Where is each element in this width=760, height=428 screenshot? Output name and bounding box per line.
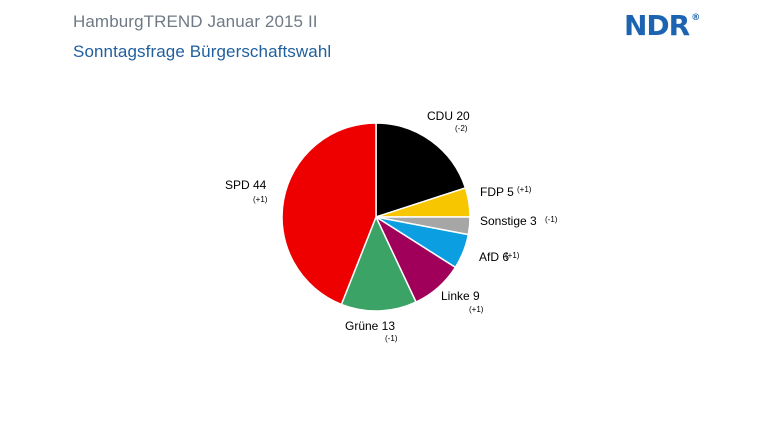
logo-text: NDR [624,9,690,42]
slice-label-cdu: CDU 20 [427,109,470,123]
slice-change-linke: (+1) [469,305,484,314]
slice-label-grne: Grüne 13 [345,319,395,333]
registered-mark: ® [691,13,700,23]
slice-label-linke: Linke 9 [441,289,480,303]
slice-label-fdp: FDP 5 [480,185,514,199]
pie-slice-cdu [375,122,467,219]
pie-slices [281,122,471,312]
slice-change-fdp: (+1) [517,185,532,194]
slice-change-sonstige: (-1) [545,215,558,224]
chart-title: HamburgTREND Januar 2015 II [73,12,318,31]
pie-labels: CDU 20(-2)FDP 5 (+1)Sonstige 3 (-1)AfD 6(+… [225,109,558,343]
slice-label-sonstige: Sonstige 3 [480,214,537,228]
slice-label-spd: SPD 44 [225,178,267,192]
slice-change-spd: (+1) [253,195,268,204]
slice-label-afd: AfD 6 [479,250,509,264]
pie-slice-spd [281,122,377,306]
slice-change-afd: (+1) [505,251,520,260]
pie-slice-grne [340,215,418,312]
chart-subtitle: Sonntagsfrage Bürgerschaftswahl [73,42,332,61]
slice-change-cdu: (-2) [455,124,468,133]
slice-change-grne: (-1) [385,334,398,343]
ndr-logo: NDR ® [624,9,700,42]
